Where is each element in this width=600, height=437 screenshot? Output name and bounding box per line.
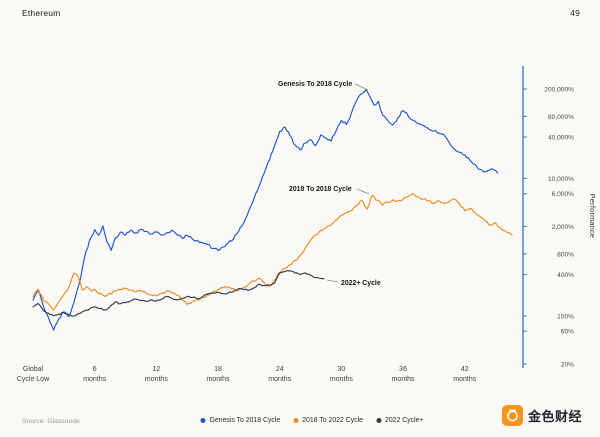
brand-name: 金色财经 bbox=[527, 409, 582, 424]
y-tick-label: 800% bbox=[557, 251, 574, 258]
x-tick-label: months bbox=[392, 376, 415, 383]
page-title: Ethereum bbox=[22, 8, 61, 18]
x-tick-label: months bbox=[268, 376, 291, 383]
y-tick-label: 80,000% bbox=[548, 114, 574, 121]
x-tick-label: months bbox=[207, 376, 230, 383]
y-tick-label: 200,000% bbox=[544, 86, 574, 93]
annotation-leader bbox=[326, 279, 339, 283]
x-tick-label: 24 bbox=[276, 366, 284, 373]
x-tick-label: Global bbox=[23, 366, 44, 373]
legend-label: 2022 Cycle+ bbox=[385, 417, 424, 424]
page-number: 49 bbox=[570, 8, 580, 18]
chart-legend: Genesis To 2018 Cycle 2018 To 2022 Cycle 2… bbox=[200, 417, 424, 424]
source-label: Source: Glassnode bbox=[22, 418, 80, 425]
annotation-label: 2022+ Cycle bbox=[341, 280, 381, 287]
x-tick-label: 42 bbox=[461, 366, 469, 373]
x-tick-label: 6 bbox=[93, 366, 97, 373]
x-tick-label: 36 bbox=[399, 366, 407, 373]
y-tick-label: 60% bbox=[561, 329, 574, 336]
legend-label: 2018 To 2022 Cycle bbox=[302, 417, 364, 424]
coin-glyph bbox=[507, 409, 518, 422]
legend-item: 2018 To 2022 Cycle bbox=[293, 417, 363, 424]
x-tick-label: months bbox=[453, 376, 476, 383]
legend-dot-icon bbox=[200, 418, 206, 423]
legend-item: Genesis To 2018 Cycle bbox=[200, 417, 280, 424]
series-line-2022-plus bbox=[32, 270, 325, 317]
y-tick-label: 10,000% bbox=[548, 176, 574, 183]
series-line-2018-2022 bbox=[32, 193, 513, 311]
legend-dot-icon bbox=[293, 418, 299, 423]
legend-label: Genesis To 2018 Cycle bbox=[209, 417, 281, 424]
annotation-label: 2018 To 2018 Cycle bbox=[289, 186, 352, 193]
x-tick-label: months bbox=[83, 376, 106, 383]
y-tick-label: 100% bbox=[557, 313, 574, 320]
annotation-leader bbox=[354, 83, 369, 91]
y-tick-label: 6,000% bbox=[552, 191, 575, 198]
x-tick-label: 18 bbox=[214, 366, 222, 373]
page-header: Ethereum 49 bbox=[22, 8, 580, 18]
y-axis-title: Performance bbox=[588, 194, 597, 238]
y-tick-label: 400% bbox=[557, 272, 574, 279]
x-tick-label: 30 bbox=[338, 366, 346, 373]
series-line-genesis-2018 bbox=[32, 89, 499, 331]
y-tick-label: 40,000% bbox=[548, 134, 574, 141]
legend-dot-icon bbox=[376, 418, 382, 423]
x-tick-label: months bbox=[145, 376, 168, 383]
brand-logo: 金色财经 bbox=[501, 405, 582, 426]
x-tick-label: months bbox=[330, 376, 353, 383]
legend-item: 2022 Cycle+ bbox=[376, 417, 424, 424]
annotation-label: Genesis To 2018 Cycle bbox=[278, 81, 352, 88]
y-tick-label: 20% bbox=[561, 361, 574, 368]
annotation-leader bbox=[356, 188, 370, 195]
coin-logo-icon bbox=[501, 405, 523, 426]
x-tick-label: 12 bbox=[152, 366, 160, 373]
x-tick-label: Cycle Low bbox=[17, 376, 50, 383]
y-tick-label: 2,000% bbox=[552, 224, 575, 231]
